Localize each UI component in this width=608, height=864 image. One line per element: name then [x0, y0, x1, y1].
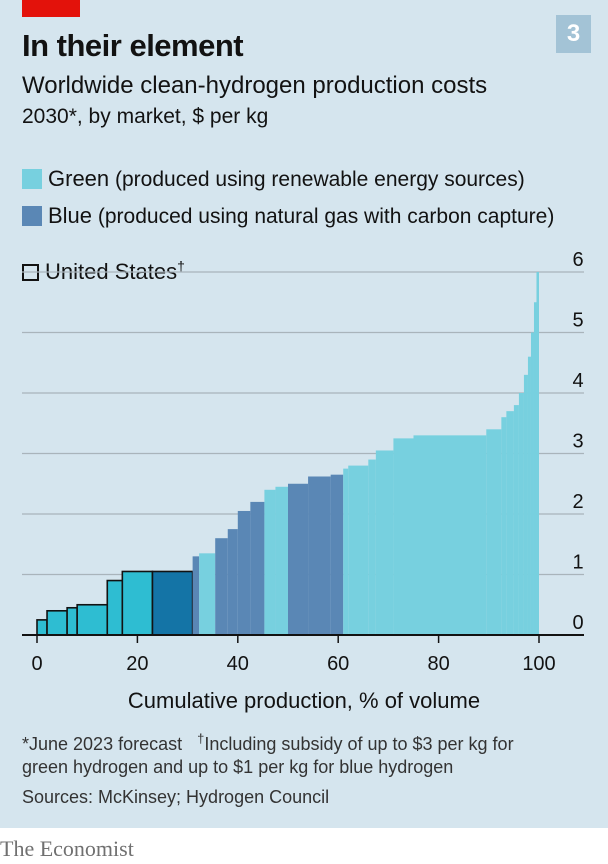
bar-segment-1	[36, 619, 48, 636]
legend-blue-swatch	[22, 206, 42, 226]
legend-green-description: (produced using renewable energy sources…	[109, 168, 525, 191]
x-axis-title: Cumulative production, % of volume	[127, 688, 481, 713]
bar-segment-33	[533, 302, 537, 635]
y-tick-label: 4	[572, 370, 583, 392]
chart-number-badge: 3	[556, 15, 591, 53]
y-tick-label: 0	[572, 612, 583, 634]
legend-green: Green (produced using renewable energy s…	[22, 166, 525, 192]
bar-segment-12	[237, 510, 251, 635]
y-tick-label: 3	[572, 431, 583, 453]
legend-blue-description: (produced using natural gas with carbon …	[92, 205, 555, 228]
bar-segment-22	[375, 450, 394, 635]
bar-segment-16	[288, 483, 309, 635]
chart-title: In their element	[22, 28, 244, 63]
bar-segment-3	[66, 606, 78, 636]
bar-segment-14	[264, 489, 276, 635]
legend-blue: Blue (produced using natural gas with ca…	[22, 203, 554, 229]
bar-segment-8	[192, 556, 200, 635]
y-tick-label: 5	[572, 310, 583, 332]
legend-us-dagger: †	[177, 258, 185, 274]
bar-segment-11	[227, 529, 238, 635]
bar-segment-4	[76, 603, 109, 636]
y-tick-label: 2	[572, 491, 583, 513]
bar-segment-26	[501, 417, 507, 635]
bar-segment-25	[486, 429, 502, 635]
bar-segment-9	[199, 553, 216, 635]
y-tick-label: 1	[572, 552, 583, 574]
bar-segment-28	[513, 405, 519, 635]
footnote-line-2: green hydrogen and up to $1 per kg for b…	[22, 757, 454, 777]
bar-segment-29	[518, 393, 524, 635]
bar-segment-23	[393, 438, 414, 635]
sources-note: Sources: McKinsey; Hydrogen Council	[22, 787, 330, 807]
bar-segment-18	[330, 474, 344, 635]
legend-blue-label: Blue	[48, 203, 93, 228]
bar-segment-6	[121, 570, 154, 636]
bar-segment-19	[343, 468, 349, 635]
x-tick-label: 20	[126, 653, 148, 675]
bar-segment-21	[368, 459, 376, 635]
economist-red-tag	[22, 0, 80, 17]
bar-segment-27	[506, 411, 514, 635]
bar-segment-32	[530, 332, 534, 635]
footnote-subsidy: Including subsidy of up to $3 per kg for	[204, 734, 514, 754]
legend-green-label: Green	[48, 166, 110, 191]
bar-segment-34	[536, 272, 539, 635]
chart-subtitle: Worldwide clean-hydrogen production cost…	[22, 72, 488, 99]
bar-segment-15	[275, 486, 288, 635]
footnote-dagger: †	[197, 731, 205, 746]
x-tick-label: 80	[427, 653, 449, 675]
bar-segment-31	[527, 356, 531, 635]
bar-segment-13	[250, 501, 265, 635]
x-tick-label: 0	[31, 653, 42, 675]
x-tick-label: 40	[227, 653, 249, 675]
bar-segment-24	[413, 435, 487, 635]
legend-green-swatch	[22, 169, 42, 189]
footnote-line-1: *June 2023 forecast †Including subsidy o…	[22, 731, 514, 755]
x-tick-label: 60	[327, 653, 349, 675]
y-tick-label: 6	[572, 249, 583, 271]
chart-subtitle-units: 2030*, by market, $ per kg	[22, 105, 269, 128]
x-tick-label: 100	[522, 653, 555, 675]
bar-segment-5	[106, 579, 124, 636]
bar-segment-2	[46, 609, 68, 636]
publisher-credit: The Economist	[0, 836, 134, 861]
bar-segment-20	[348, 465, 369, 635]
bar-segment-7	[151, 570, 194, 636]
bar-segment-17	[308, 476, 331, 635]
bar-segment-10	[215, 538, 228, 635]
bar-segment-30	[523, 374, 528, 635]
footnote-forecast: *June 2023 forecast	[22, 734, 183, 754]
